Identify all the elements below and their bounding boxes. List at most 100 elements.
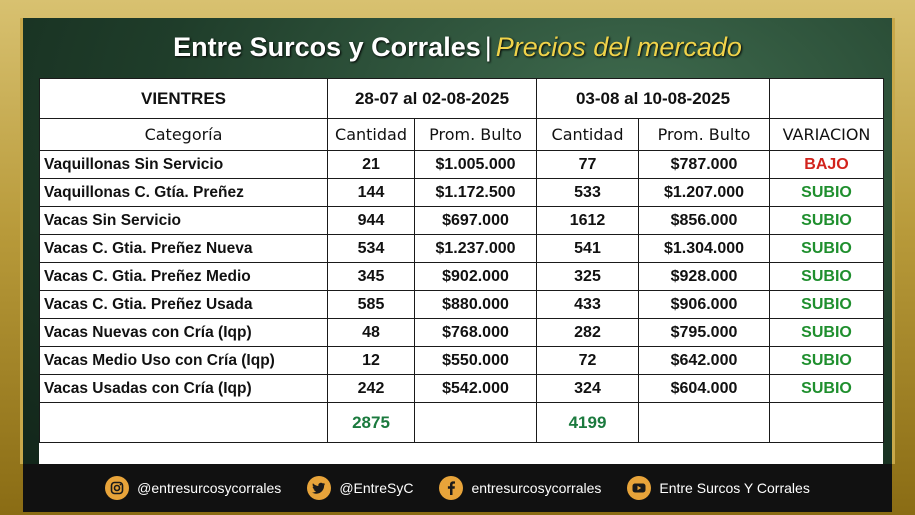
totals-empty-cell [769, 402, 884, 443]
twitter-icon [307, 476, 332, 500]
table-row: Vacas Nuevas con Cría (Iqp) 48 $768.000 282… [39, 318, 884, 347]
prom-bulto-1-cell: $1.237.000 [414, 234, 537, 263]
table-header-row-columns: Categoría Cantidad Prom. Bulto Cantidad … [39, 118, 884, 151]
cantidad-1-cell: 345 [327, 262, 415, 291]
table-header-row-periods: VIENTRES 28-07 al 02-08-2025 03-08 al 10… [39, 78, 884, 119]
table-row: Vacas C. Gtia. Preñez Medio 345 $902.000 32… [39, 262, 884, 291]
total-cantidad-1: 2875 [327, 402, 415, 443]
table-row: Vacas Sin Servicio 944 $697.000 1612 $856.00… [39, 206, 884, 235]
category-cell: Vacas Medio Uso con Cría (Iqp) [39, 346, 328, 375]
facebook-icon [439, 476, 464, 500]
variacion-cell: SUBIO [769, 178, 884, 207]
table-row: Vacas C. Gtia. Preñez Usada 585 $880.000 43… [39, 290, 884, 319]
category-cell: Vacas Usadas con Cría (Iqp) [39, 374, 328, 403]
twitter-link[interactable]: @EntreSyC [307, 476, 413, 500]
cantidad-2-cell: 541 [536, 234, 639, 263]
instagram-link[interactable]: @entresurcosycorrales [105, 476, 281, 500]
prom-bulto-1-cell: $880.000 [414, 290, 537, 319]
cantidad-2-cell: 77 [536, 150, 639, 179]
prom-bulto-2-cell: $787.000 [638, 150, 770, 179]
prices-table-container: VIENTRES 28-07 al 02-08-2025 03-08 al 10… [39, 78, 884, 464]
prom-bulto-1-cell: $550.000 [414, 346, 537, 375]
prom-bulto-1-cell: $768.000 [414, 318, 537, 347]
prom-bulto-1-cell: $542.000 [414, 374, 537, 403]
cantidad-1-cell: 48 [327, 318, 415, 347]
facebook-handle: entresurcosycorrales [471, 480, 602, 496]
category-cell: Vacas C. Gtia. Preñez Nueva [39, 234, 328, 263]
cantidad-2-cell: 533 [536, 178, 639, 207]
column-header-cantidad-1: Cantidad [327, 118, 415, 151]
table-row: Vacas C. Gtia. Preñez Nueva 534 $1.237.000… [39, 234, 884, 263]
facebook-link[interactable]: entresurcosycorrales [439, 476, 601, 500]
page-title: Entre Surcos y Corrales | Precios del merc… [23, 32, 892, 76]
variacion-cell: SUBIO [769, 318, 884, 347]
title-main: Entre Surcos y Corrales [173, 32, 481, 62]
empty-header-cell [769, 78, 884, 119]
cantidad-2-cell: 282 [536, 318, 639, 347]
prom-bulto-2-cell: $1.304.000 [638, 234, 770, 263]
youtube-link[interactable]: Entre Surcos Y Corrales [627, 476, 810, 500]
cantidad-2-cell: 72 [536, 346, 639, 375]
instagram-handle: @entresurcosycorrales [137, 480, 282, 496]
prom-bulto-1-cell: $697.000 [414, 206, 537, 235]
cantidad-1-cell: 585 [327, 290, 415, 319]
category-cell: Vacas C. Gtia. Preñez Medio [39, 262, 328, 291]
prom-bulto-2-cell: $642.000 [638, 346, 770, 375]
total-cantidad-2: 4199 [536, 402, 639, 443]
totals-empty-cell [414, 402, 537, 443]
table-body: Vaquillonas Sin Servicio 21 $1.005.000 77 $7… [39, 150, 884, 403]
variacion-cell: BAJO [769, 150, 884, 179]
prom-bulto-1-cell: $1.172.500 [414, 178, 537, 207]
table-row: Vacas Medio Uso con Cría (Iqp) 12 $550.000… [39, 346, 884, 375]
category-cell: Vacas Nuevas con Cría (Iqp) [39, 318, 328, 347]
market-prices-panel: Entre Surcos y Corrales | Precios del merc… [20, 18, 895, 464]
variacion-cell: SUBIO [769, 206, 884, 235]
prom-bulto-2-cell: $928.000 [638, 262, 770, 291]
column-header-cantidad-2: Cantidad [536, 118, 639, 151]
column-header-variacion: VARIACION [769, 118, 884, 151]
cantidad-2-cell: 433 [536, 290, 639, 319]
column-header-categoria: Categoría [39, 118, 328, 151]
cantidad-1-cell: 144 [327, 178, 415, 207]
social-footer: @entresurcosycorrales @EntreSyC entresur… [23, 464, 892, 512]
totals-empty-cell [39, 402, 328, 443]
prices-table: VIENTRES 28-07 al 02-08-2025 03-08 al 10… [39, 78, 884, 443]
category-cell: Vacas Sin Servicio [39, 206, 328, 235]
cantidad-1-cell: 21 [327, 150, 415, 179]
twitter-handle: @EntreSyC [339, 480, 414, 496]
variacion-cell: SUBIO [769, 262, 884, 291]
prom-bulto-2-cell: $906.000 [638, 290, 770, 319]
totals-row: 2875 4199 [39, 402, 884, 443]
category-cell: Vaquillonas C. Gtía. Preñez [39, 178, 328, 207]
prom-bulto-2-cell: $795.000 [638, 318, 770, 347]
prom-bulto-2-cell: $604.000 [638, 374, 770, 403]
column-header-prom-1: Prom. Bulto [414, 118, 537, 151]
totals-empty-cell [638, 402, 770, 443]
prom-bulto-2-cell: $1.207.000 [638, 178, 770, 207]
cantidad-2-cell: 325 [536, 262, 639, 291]
prom-bulto-1-cell: $1.005.000 [414, 150, 537, 179]
instagram-icon [105, 476, 130, 500]
cantidad-1-cell: 12 [327, 346, 415, 375]
table-row: Vaquillonas Sin Servicio 21 $1.005.000 77 $7… [39, 150, 884, 179]
cantidad-1-cell: 534 [327, 234, 415, 263]
table-row: Vacas Usadas con Cría (Iqp) 242 $542.000 32… [39, 374, 884, 403]
title-subtitle: Precios del mercado [495, 32, 742, 62]
cantidad-2-cell: 1612 [536, 206, 639, 235]
variacion-cell: SUBIO [769, 290, 884, 319]
column-header-prom-2: Prom. Bulto [638, 118, 770, 151]
variacion-cell: SUBIO [769, 374, 884, 403]
period-2-header: 03-08 al 10-08-2025 [536, 78, 770, 119]
cantidad-1-cell: 944 [327, 206, 415, 235]
variacion-cell: SUBIO [769, 346, 884, 375]
variacion-cell: SUBIO [769, 234, 884, 263]
prom-bulto-2-cell: $856.000 [638, 206, 770, 235]
cantidad-2-cell: 324 [536, 374, 639, 403]
category-cell: Vaquillonas Sin Servicio [39, 150, 328, 179]
youtube-icon [627, 476, 652, 500]
cantidad-1-cell: 242 [327, 374, 415, 403]
prom-bulto-1-cell: $902.000 [414, 262, 537, 291]
category-cell: Vacas C. Gtia. Preñez Usada [39, 290, 328, 319]
title-separator: | [484, 32, 492, 62]
table-row: Vaquillonas C. Gtía. Preñez 144 $1.172.500… [39, 178, 884, 207]
